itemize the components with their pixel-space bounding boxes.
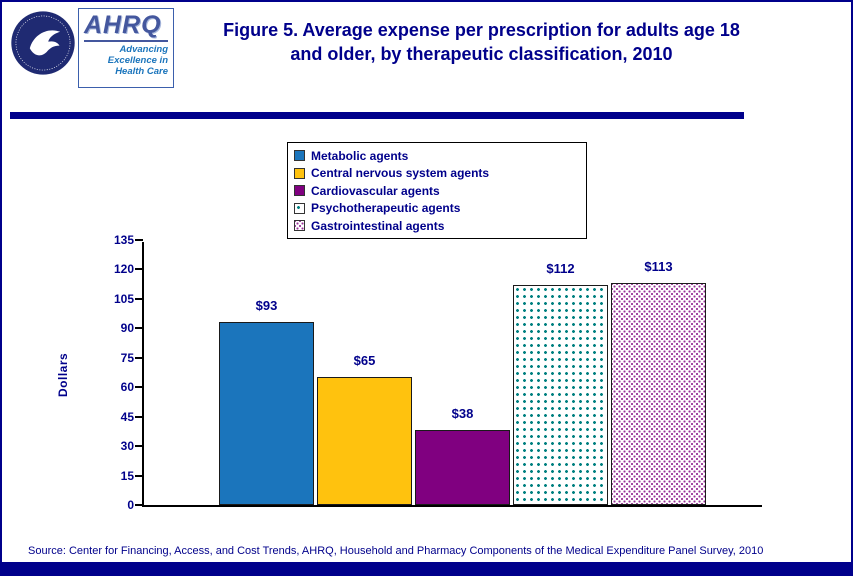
ahrq-tagline-line: Advancing	[119, 44, 168, 55]
legend-label: Metabolic agents	[311, 148, 409, 163]
y-tick-label: 0	[127, 498, 134, 512]
y-tick-mark	[135, 415, 143, 418]
legend-swatch	[294, 150, 305, 162]
y-tick-label: 105	[113, 291, 134, 306]
bar-psychotherapeutic-agents	[513, 285, 608, 505]
y-axis-title: Dollars	[56, 352, 70, 397]
legend-item: Metabolic agents	[294, 147, 580, 165]
ahrq-tagline: Advancing Excellence in Health Care	[84, 44, 168, 78]
bottom-accent-bar	[2, 562, 851, 574]
legend-item: Gastrointestinal agents	[294, 217, 580, 235]
y-tick-mark	[135, 268, 143, 271]
y-tick-label: 45	[120, 409, 134, 424]
y-tick-mark	[135, 297, 143, 300]
y-tick-mark	[135, 504, 143, 506]
bar-value-label: $112	[546, 261, 575, 277]
y-tick-label: 120	[113, 262, 134, 277]
bar-value-label: $93	[255, 298, 278, 314]
header: AHRQ Advancing Excellence in Health Care…	[2, 2, 851, 114]
legend-swatch	[294, 167, 305, 179]
ahrq-tagline-line: Excellence in	[107, 54, 168, 66]
legend-label: Psychotherapeutic agents	[311, 201, 461, 216]
y-tick-mark	[135, 356, 143, 359]
y-tick-mark	[135, 327, 143, 330]
legend-item: Psychotherapeutic agents	[294, 200, 580, 218]
y-tick-mark	[135, 445, 143, 448]
ahrq-logo-text: AHRQ	[84, 13, 168, 42]
y-tick-label: 135	[113, 233, 134, 247]
legend-swatch	[294, 202, 305, 214]
legend-swatch	[294, 220, 305, 232]
figure-title-line2: and older, by therapeutic classification…	[290, 44, 673, 65]
legend-label: Central nervous system agents	[311, 166, 490, 181]
y-tick-label: 75	[120, 350, 134, 365]
legend: Metabolic agents Central nervous system a…	[287, 142, 587, 239]
y-tick-label: 15	[120, 468, 134, 483]
legend-label: Gastrointestinal agents	[311, 218, 445, 233]
bar-cardiovascular-agents	[415, 430, 510, 505]
bar-value-label: $113	[644, 259, 673, 275]
bar-metabolic-agents	[219, 322, 314, 505]
y-tick-mark	[135, 239, 143, 241]
ahrq-logo: AHRQ Advancing Excellence in Health Care	[78, 8, 174, 88]
y-tick-mark	[135, 386, 143, 389]
legend-label: Cardiovascular agents	[311, 183, 440, 198]
bar-value-label: $38	[451, 406, 474, 422]
y-tick-label: 60	[120, 380, 134, 395]
bar-central-nervous-system-agents	[317, 377, 412, 505]
bar-chart: Metabolic agents Central nervous system a…	[2, 121, 851, 533]
logo-group: AHRQ Advancing Excellence in Health Care	[10, 8, 174, 88]
plot-area: 0 15 30 45 60 75 90 105 120 135 $93 $65 $38 $112 $113	[114, 233, 762, 512]
bar-gastrointestinal-agents	[611, 283, 706, 505]
ahrq-tagline-line: Health Care	[115, 65, 168, 77]
hhs-eagle-seal-icon	[10, 10, 76, 76]
y-tick-label: 30	[120, 439, 134, 454]
figure-title-line1: Figure 5. Average expense per prescripti…	[223, 20, 740, 40]
figure-title: Figure 5. Average expense per prescripti…	[167, 18, 796, 67]
y-tick-label: 90	[120, 321, 134, 336]
header-divider-bar	[10, 112, 744, 119]
legend-item: Cardiovascular agents	[294, 182, 580, 200]
legend-item: Central nervous system agents	[294, 165, 580, 183]
source-note: Source: Center for Financing, Access, an…	[28, 545, 764, 557]
bar-value-label: $65	[353, 353, 376, 369]
y-tick-mark	[135, 474, 143, 477]
legend-swatch	[294, 185, 305, 197]
